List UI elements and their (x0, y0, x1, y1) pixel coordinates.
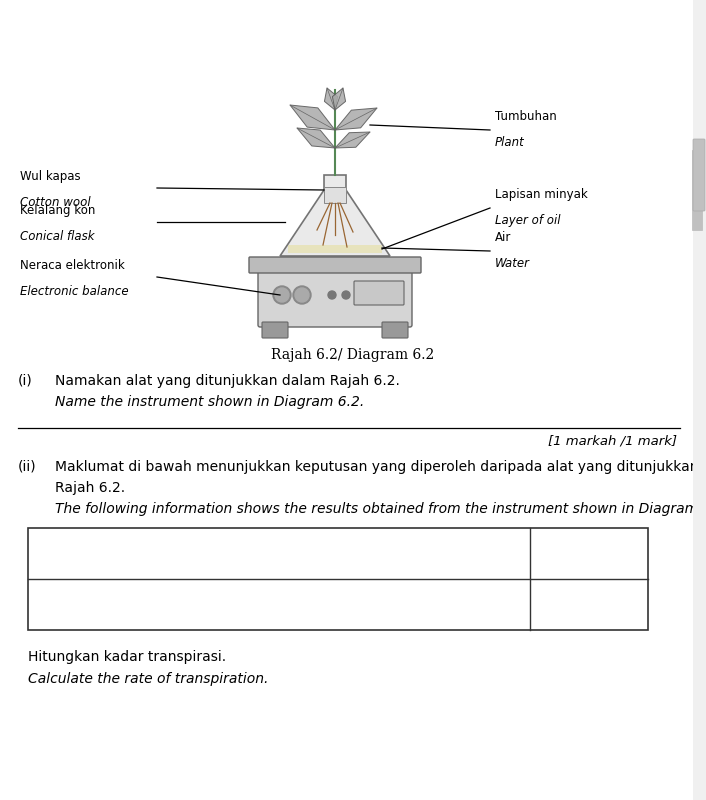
FancyBboxPatch shape (692, 150, 702, 230)
FancyBboxPatch shape (693, 139, 705, 211)
Text: Electronic balance: Electronic balance (20, 285, 128, 298)
Text: Layer of oil: Layer of oil (495, 214, 561, 227)
Text: Namakan alat yang ditunjukkan dalam Rajah 6.2.: Namakan alat yang ditunjukkan dalam Raja… (55, 374, 400, 388)
Text: Bacaan neraca elektronik selepas 2 jam: Bacaan neraca elektronik selepas 2 jam (38, 590, 305, 603)
Polygon shape (290, 105, 335, 130)
Bar (28, 528, 648, 630)
Text: Rajah 6.2.: Rajah 6.2. (55, 481, 125, 495)
Circle shape (273, 286, 291, 304)
Text: Air: Air (495, 231, 511, 244)
Text: Wul kapas: Wul kapas (20, 170, 80, 183)
FancyBboxPatch shape (694, 10, 700, 790)
Circle shape (293, 286, 311, 304)
Text: Kelalang kon: Kelalang kon (20, 204, 95, 217)
Circle shape (275, 288, 289, 302)
FancyBboxPatch shape (258, 268, 412, 327)
Text: Reading of the electronic balance at the beginning of experiment: Reading of the electronic balance at the… (38, 557, 472, 570)
Text: Neraca elektronik: Neraca elektronik (20, 259, 125, 272)
Text: 241.06 g: 241.06 g (558, 546, 620, 561)
Polygon shape (324, 187, 346, 203)
Text: Reading of the electronic balance 2 hours later: Reading of the electronic balance 2 hour… (38, 608, 350, 621)
Text: Cotton wool: Cotton wool (20, 196, 90, 209)
Text: Hitungkan kadar transpirasi.: Hitungkan kadar transpirasi. (28, 650, 226, 664)
FancyBboxPatch shape (249, 257, 421, 273)
Text: The following information shows the results obtained from the instrument shown i: The following information shows the resu… (55, 502, 706, 516)
Polygon shape (285, 245, 385, 254)
Text: Rajah 6.2/ Diagram 6.2: Rajah 6.2/ Diagram 6.2 (271, 348, 435, 362)
Bar (693, 0, 706, 800)
Text: Plant: Plant (495, 136, 525, 149)
Text: (i): (i) (18, 374, 32, 388)
Text: (ii): (ii) (18, 460, 37, 474)
Text: [1 markah /1 mark]: [1 markah /1 mark] (548, 435, 677, 448)
Text: Name the instrument shown in Diagram 6.2.: Name the instrument shown in Diagram 6.2… (55, 395, 364, 409)
Polygon shape (280, 175, 390, 256)
Polygon shape (297, 128, 335, 148)
Text: Lapisan minyak: Lapisan minyak (495, 188, 588, 201)
Text: Tumbuhan: Tumbuhan (495, 110, 557, 123)
Text: 239.98 g: 239.98 g (558, 598, 620, 611)
Text: Conical flask: Conical flask (20, 230, 95, 243)
Text: Calculate the rate of transpiration.: Calculate the rate of transpiration. (28, 672, 268, 686)
Circle shape (342, 291, 350, 299)
Polygon shape (333, 88, 345, 110)
Text: Maklumat di bawah menunjukkan keputusan yang diperoleh daripada alat yang ditunj: Maklumat di bawah menunjukkan keputusan … (55, 460, 706, 474)
Text: Bacaan necara elektronik pada awal eksperimen: Bacaan necara elektronik pada awal ekspe… (38, 539, 364, 552)
Text: Water: Water (495, 257, 530, 270)
FancyBboxPatch shape (354, 281, 404, 305)
Circle shape (356, 291, 364, 299)
FancyBboxPatch shape (382, 322, 408, 338)
Polygon shape (325, 88, 337, 110)
Polygon shape (288, 245, 382, 253)
Polygon shape (335, 132, 370, 148)
Polygon shape (335, 108, 377, 130)
Circle shape (328, 291, 336, 299)
Circle shape (295, 288, 309, 302)
FancyBboxPatch shape (262, 322, 288, 338)
